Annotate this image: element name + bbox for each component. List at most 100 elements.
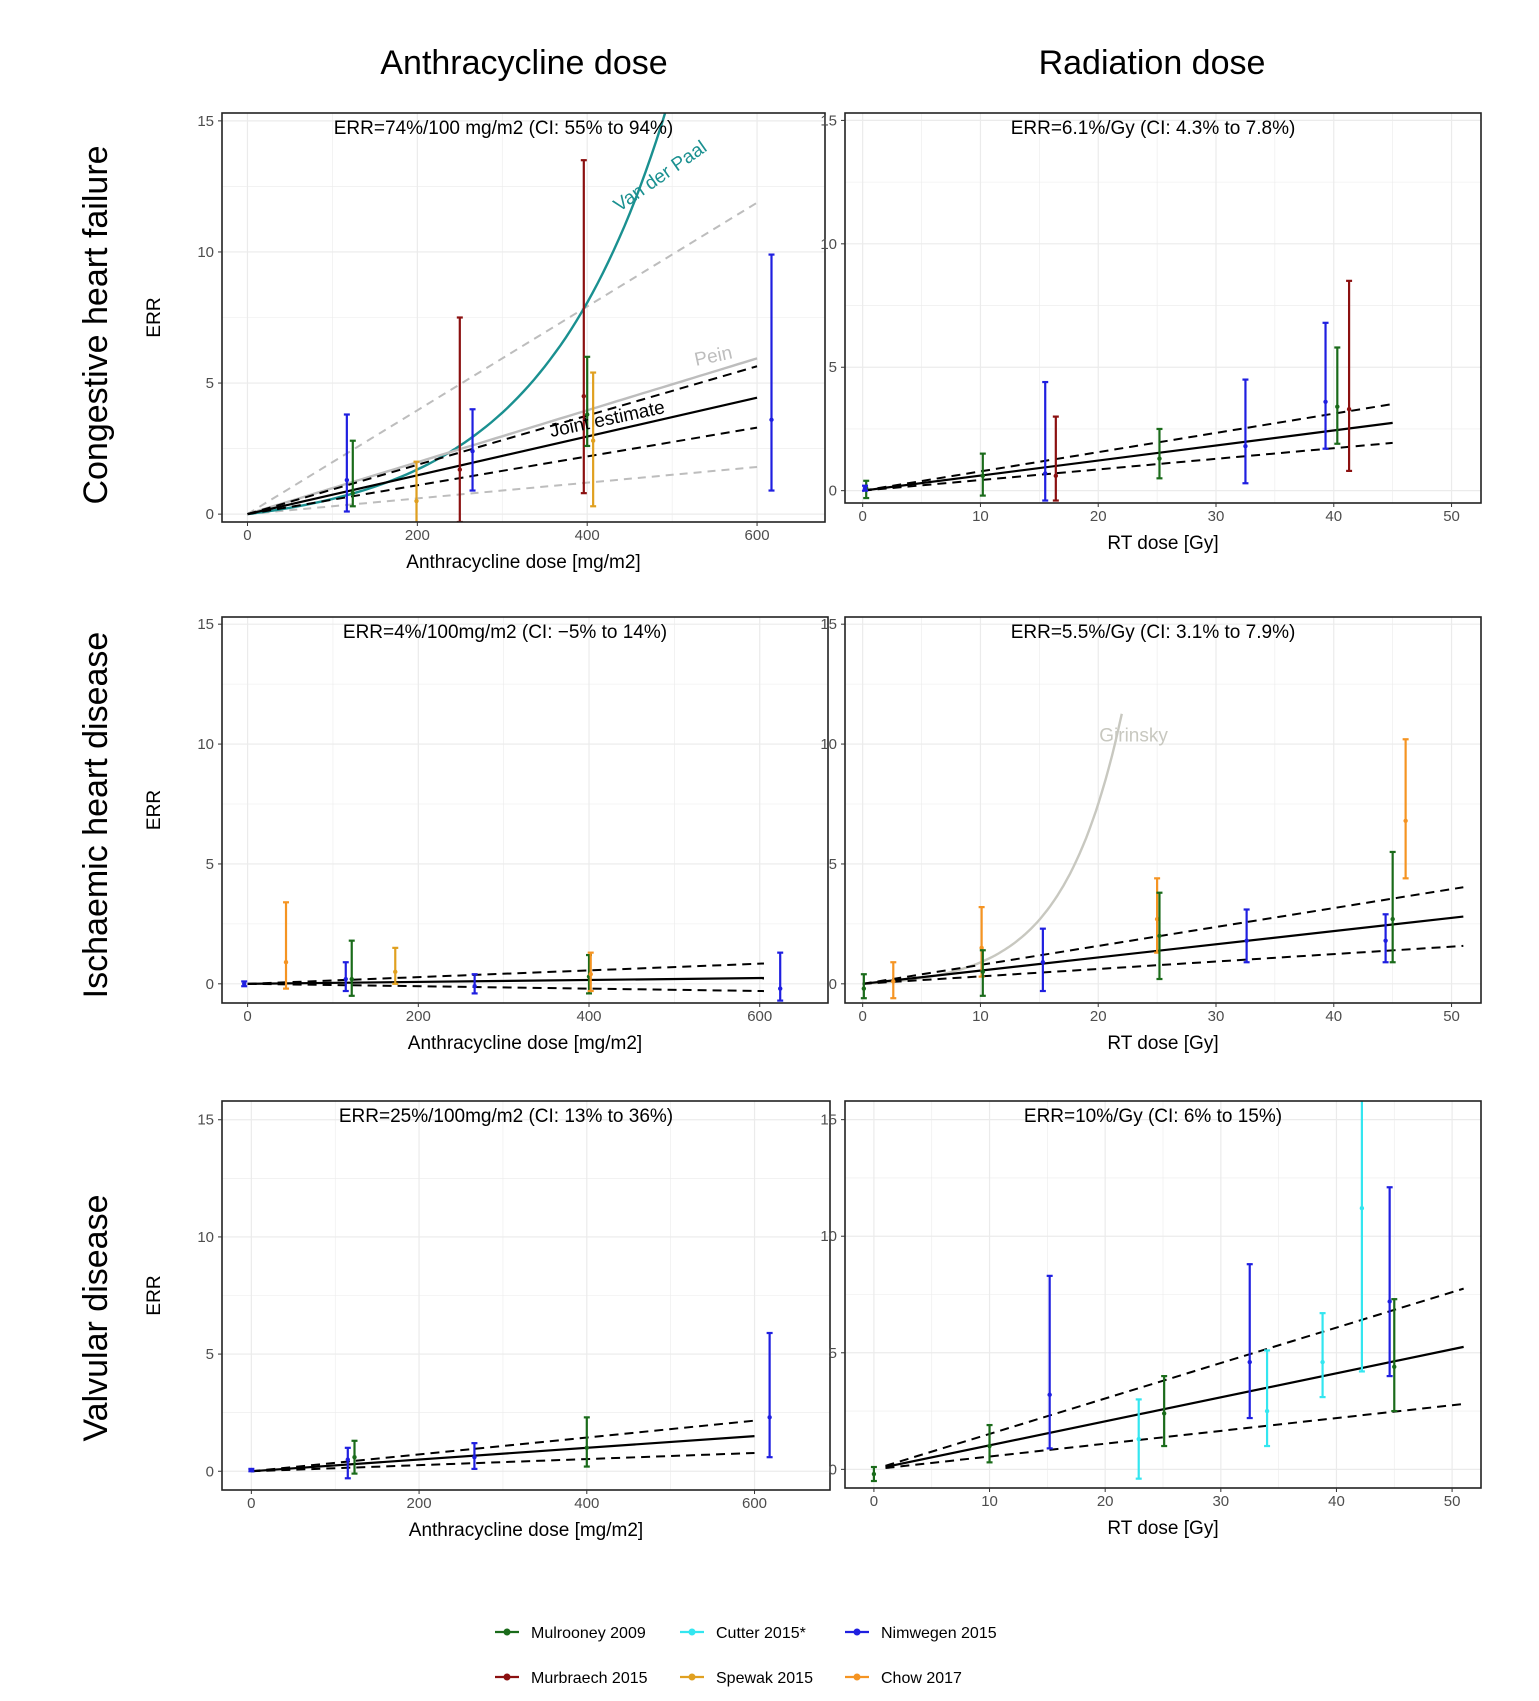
panel-frame	[221, 1100, 831, 1491]
point-marker	[283, 960, 289, 965]
grid	[222, 1101, 830, 1490]
point-marker	[769, 417, 774, 422]
x-axis-label: Anthracycline dose [mg/m2]	[409, 1520, 643, 1541]
legend-item: Mulrooney 2009	[495, 1625, 646, 1642]
legend-label: Mulrooney 2009	[531, 1625, 646, 1642]
y-axis-label: ERR	[144, 297, 165, 337]
point-marker	[1247, 1359, 1252, 1365]
y-tick-label: 0	[829, 483, 837, 500]
y-tick-label: 15	[197, 616, 214, 633]
legend-item: Cutter 2015*	[680, 1625, 806, 1642]
legend-swatch-marker	[688, 1673, 696, 1681]
joint-ci-line-upper	[247, 962, 765, 985]
joint-ci-line-upper	[862, 886, 1464, 985]
x-tick-label: 200	[406, 1008, 431, 1025]
data-point	[1046, 1274, 1053, 1450]
x-tick-label: 600	[742, 1495, 767, 1512]
joint-ci-line-lower	[862, 441, 1393, 492]
point-marker	[1387, 1299, 1392, 1304]
data-point	[1243, 908, 1250, 964]
data-point	[768, 253, 775, 492]
y-tick-label: 0	[829, 976, 837, 993]
point-marker	[987, 1443, 992, 1449]
legend-label: Spewak 2015	[716, 1670, 813, 1687]
joint-estimate-line	[247, 396, 758, 516]
data-point	[979, 452, 986, 497]
y-axis-label: ERR	[144, 790, 165, 830]
joint-ci-line-upper	[885, 1287, 1464, 1467]
legend-swatch-marker	[853, 1628, 861, 1636]
point-marker	[979, 945, 984, 951]
y-tick-label: 5	[829, 359, 837, 376]
point-marker	[1161, 1411, 1167, 1416]
x-axis-label: RT dose [Gy]	[1107, 533, 1218, 554]
legend-swatch-marker	[688, 1628, 696, 1636]
err-annotation: ERR=4%/100mg/m2 (CI: −5% to 14%)	[343, 622, 667, 643]
x-tick-label: 0	[247, 1495, 255, 1512]
legend-label: Chow 2017	[881, 1670, 962, 1687]
grid	[845, 1101, 1481, 1488]
data-point	[1156, 891, 1163, 981]
point-marker	[241, 981, 247, 987]
point-marker	[1390, 916, 1395, 922]
data-point	[1042, 380, 1049, 502]
data-point	[348, 939, 355, 997]
point-marker	[891, 979, 896, 984]
data-point	[1246, 1263, 1253, 1420]
data-point	[777, 951, 784, 1002]
err-annotation: ERR=5.5%/Gy (CI: 3.1% to 7.9%)	[1011, 622, 1296, 643]
x-tick-label: 10	[972, 1008, 989, 1025]
grid	[222, 113, 825, 522]
data-point	[1154, 877, 1161, 954]
point-marker	[861, 986, 867, 991]
data-point	[241, 980, 248, 988]
point-marker	[414, 498, 419, 504]
x-tick-label: 600	[747, 1008, 772, 1025]
data-point	[584, 355, 591, 448]
point-marker	[1157, 933, 1162, 939]
panel-vd-anthracycline: ERR=25%/100mg/m2 (CI: 13% to 36%) 0 200 400…	[144, 1100, 831, 1541]
data-point	[1389, 850, 1396, 964]
joint-ci-line-upper	[247, 365, 758, 516]
x-tick-label: 200	[405, 527, 430, 544]
point-marker	[1335, 404, 1340, 409]
joint-ci-line-lower	[247, 982, 764, 993]
data-point	[471, 973, 478, 995]
legend-swatch-marker	[503, 1628, 511, 1636]
x-tick-label: 600	[745, 527, 770, 544]
point-marker	[581, 393, 586, 399]
x-tick-label: 50	[1443, 508, 1460, 525]
point-marker	[1047, 1392, 1052, 1397]
point-marker	[584, 1445, 589, 1451]
point-marker	[1359, 1206, 1365, 1211]
data-point	[1334, 346, 1341, 445]
x-tick-label: 30	[1208, 508, 1225, 525]
point-marker	[470, 449, 475, 454]
err-annotation: ERR=10%/Gy (CI: 6% to 15%)	[1024, 1106, 1282, 1127]
joint-ci-line-lower	[885, 1402, 1464, 1470]
grid	[845, 113, 1481, 503]
extra-ci-line-upper	[246, 201, 758, 515]
joint-estimate-line	[885, 1345, 1464, 1469]
point-marker	[590, 438, 596, 443]
x-tick-label: 400	[576, 1008, 601, 1025]
point-marker	[1243, 444, 1248, 449]
x-tick-label: 40	[1328, 1493, 1345, 1510]
point-marker	[393, 969, 398, 975]
point-marker	[344, 477, 350, 483]
point-marker	[349, 976, 354, 982]
data-point	[1358, 1101, 1365, 1373]
legend-swatch-marker	[853, 1673, 861, 1681]
joint-estimate-line	[862, 421, 1393, 492]
panel-frame	[844, 1100, 1482, 1489]
y-tick-label: 15	[820, 112, 837, 129]
x-tick-label: 30	[1208, 1008, 1225, 1025]
x-tick-label: 0	[243, 1008, 251, 1025]
point-marker	[778, 986, 783, 991]
legend-label: Murbraech 2015	[531, 1670, 648, 1687]
extra-ci-line-lower	[247, 465, 758, 516]
y-tick-label: 15	[820, 616, 837, 633]
err-annotation: ERR=74%/100 mg/m2 (CI: 55% to 94%)	[334, 118, 674, 139]
y-tick-label: 10	[197, 244, 214, 261]
x-axis-label: RT dose [Gy]	[1107, 1518, 1218, 1539]
